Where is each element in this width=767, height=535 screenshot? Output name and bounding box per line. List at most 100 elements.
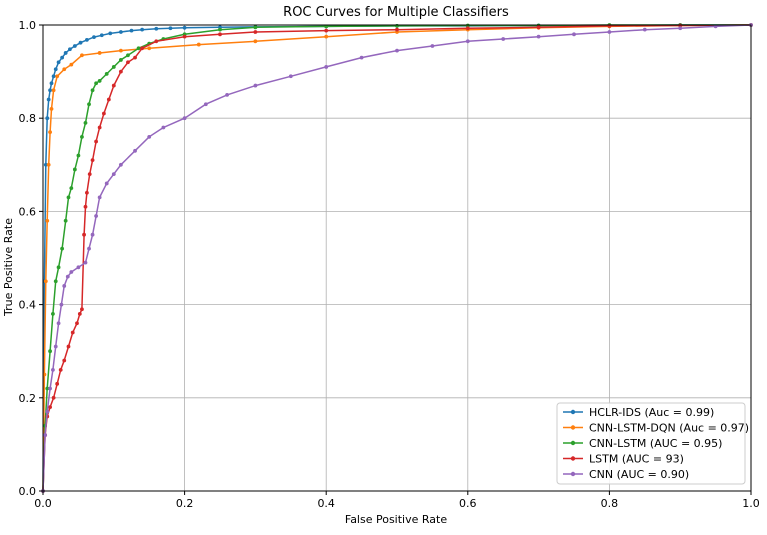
x-tick-label: 1.0 (742, 497, 760, 510)
data-point (45, 386, 50, 391)
data-point (58, 367, 63, 372)
data-point (78, 40, 83, 45)
data-point (147, 134, 152, 139)
data-point (111, 172, 116, 177)
data-point (76, 153, 81, 158)
data-point (104, 181, 109, 186)
data-point (51, 367, 55, 372)
data-point (51, 74, 56, 79)
y-tick-label: 0.4 (19, 299, 37, 312)
data-point (92, 35, 96, 40)
legend-label: LSTM (AUC = 93) (589, 453, 684, 466)
x-tick-label: 0.8 (601, 497, 619, 510)
data-point (97, 79, 102, 83)
data-point (106, 97, 111, 102)
data-point (45, 409, 50, 414)
data-point (82, 232, 86, 237)
data-point (97, 125, 102, 130)
data-point (288, 74, 293, 79)
series-4 (41, 23, 753, 493)
data-point (56, 265, 61, 270)
legend-label: CNN-LSTM-DQN (Auc = 0.97) (589, 422, 749, 435)
data-point (55, 381, 60, 386)
data-point (359, 55, 364, 60)
data-point (97, 51, 102, 55)
data-point (45, 116, 50, 121)
data-point (56, 321, 61, 326)
data-point (642, 27, 647, 32)
data-point (53, 344, 58, 349)
legend-marker (570, 425, 576, 430)
data-point (118, 58, 123, 62)
data-point (75, 321, 79, 326)
data-point (76, 265, 81, 270)
data-point (48, 349, 52, 354)
data-point (430, 44, 435, 48)
data-point (69, 62, 74, 67)
y-tick-label: 0.8 (19, 112, 37, 125)
data-point (196, 42, 201, 47)
data-point (62, 358, 67, 363)
data-point (395, 48, 399, 53)
data-point (51, 88, 56, 93)
x-axis-label: False Positive Rate (345, 513, 447, 526)
data-point (168, 26, 173, 31)
data-point (126, 53, 130, 58)
data-point (59, 302, 64, 307)
x-tick-label: 0.2 (176, 497, 194, 510)
data-point (572, 32, 576, 37)
chart-title: ROC Curves for Multiple Classifiers (283, 5, 509, 20)
legend-marker (570, 456, 576, 461)
data-point (154, 39, 159, 44)
data-point (90, 158, 95, 163)
data-point (101, 111, 106, 116)
data-point (84, 190, 89, 195)
data-point (465, 26, 470, 31)
data-point (63, 218, 68, 223)
data-point (218, 27, 222, 32)
data-point (126, 60, 130, 65)
data-point (253, 25, 258, 30)
series-3 (41, 23, 753, 493)
data-point (55, 74, 60, 79)
data-point (43, 162, 48, 167)
data-point (118, 69, 123, 74)
data-point (66, 344, 71, 349)
data-point (63, 51, 68, 55)
data-point (136, 46, 141, 51)
data-point (465, 39, 470, 44)
data-point (53, 279, 58, 284)
axis-ticks: 0.0 0.2 0.4 0.6 0.8 1.0 0.0 0.2 0.4 0.6 0.8 1.0 (19, 19, 760, 510)
data-point (225, 93, 229, 97)
data-point (218, 32, 222, 37)
data-point (87, 102, 91, 107)
data-point (62, 67, 67, 72)
series-2 (41, 23, 753, 493)
data-point (678, 26, 683, 31)
x-tick-label: 0.6 (459, 497, 477, 510)
data-point (133, 148, 137, 153)
data-point (182, 116, 187, 121)
data-point (56, 60, 61, 65)
legend-label: CNN (AUC = 0.90) (589, 468, 689, 481)
data-point (80, 134, 84, 139)
data-point (536, 25, 541, 30)
data-point (43, 433, 48, 437)
data-point (94, 214, 98, 218)
data-point (68, 47, 72, 52)
data-point (324, 65, 329, 69)
data-point (48, 88, 52, 93)
y-tick-label: 1.0 (19, 19, 37, 32)
data-point (60, 55, 65, 60)
y-tick-label: 0.2 (19, 392, 37, 405)
data-point (203, 102, 208, 107)
data-point (140, 46, 145, 51)
series-line (42, 24, 751, 492)
data-point (87, 246, 91, 251)
data-point (395, 27, 399, 32)
data-point (60, 246, 65, 251)
data-point (83, 204, 88, 209)
data-point (111, 65, 116, 69)
data-point (182, 34, 187, 39)
data-point (83, 120, 88, 125)
